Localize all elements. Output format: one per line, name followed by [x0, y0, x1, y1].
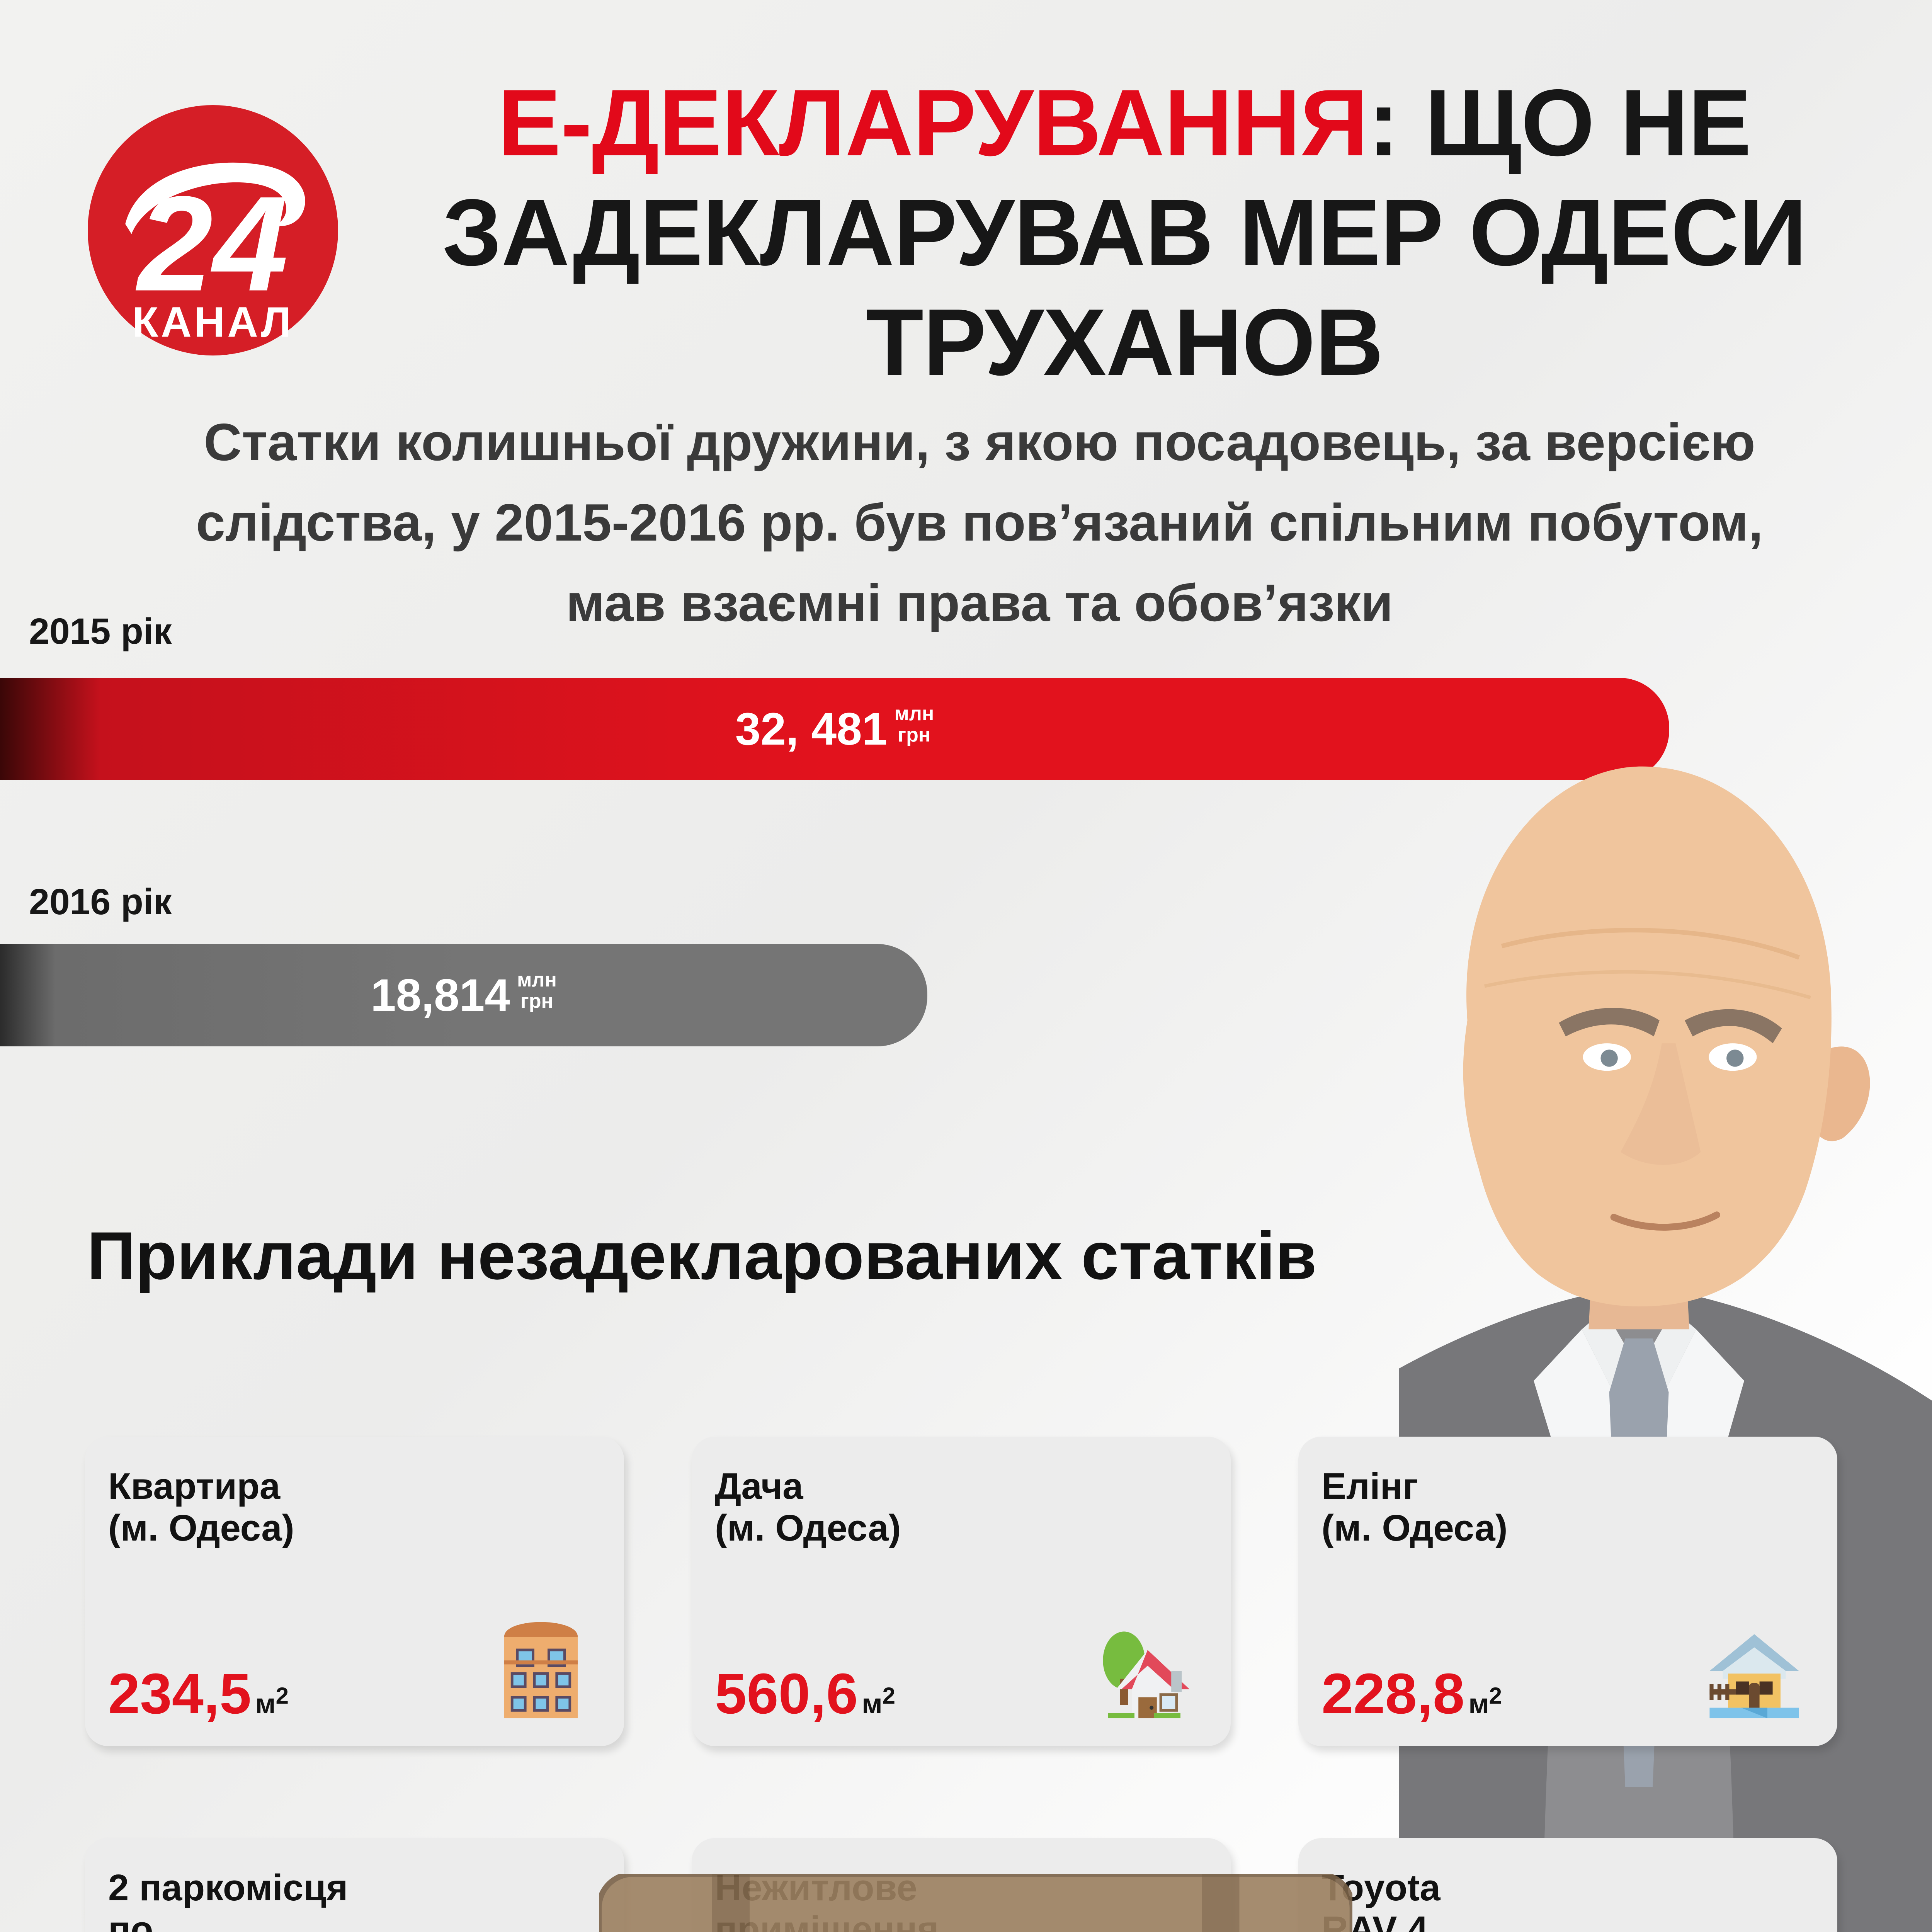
svg-text:КАНАЛ: КАНАЛ [133, 298, 294, 346]
svg-text:24: 24 [136, 168, 288, 320]
